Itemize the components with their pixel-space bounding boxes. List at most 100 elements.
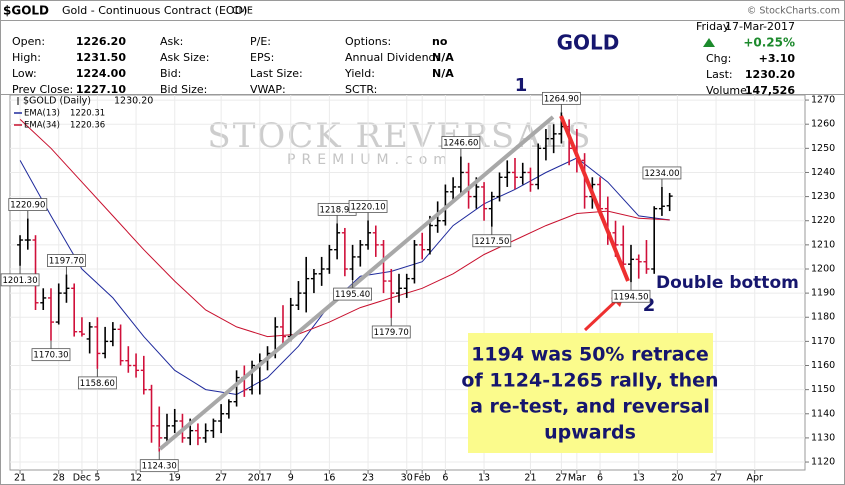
- watermark: STOCK REVERSALS: [207, 116, 592, 156]
- x-tick-label: 21: [524, 473, 536, 484]
- y-tick-label: 1130: [811, 432, 835, 443]
- quote-label: High:: [12, 51, 41, 64]
- quote-label: Low:: [12, 67, 37, 80]
- quote-box: [0, 20, 845, 95]
- y-tick-label: 1210: [811, 239, 835, 250]
- retrace-line: [559, 115, 630, 282]
- price-label: 1218.90: [320, 205, 355, 215]
- quote-label: Last Size:: [250, 67, 303, 80]
- legend-label: EMA(13): [24, 109, 60, 119]
- quote-label: Prev Close:: [12, 83, 73, 96]
- legend-label: EMA(34): [24, 121, 60, 131]
- price-label-box: [47, 254, 86, 267]
- price-label-box: [139, 459, 179, 473]
- x-tick-label: Apr: [747, 473, 764, 484]
- x-tick-label: 19: [169, 473, 181, 484]
- x-tick-label: 30: [401, 473, 413, 484]
- stat-label: Chg:: [706, 52, 731, 65]
- quote-value: 1227.10: [76, 83, 126, 96]
- stat-value: 147,526: [745, 84, 795, 97]
- quote-value: 1226.20: [76, 35, 126, 48]
- x-tick-label: 13: [478, 473, 490, 484]
- ema-line: [19, 119, 670, 338]
- x-tick-label: 13: [633, 473, 645, 484]
- instrument-name: Gold - Continuous Contract (EOD): [62, 4, 247, 17]
- y-tick-label: 1170: [811, 336, 835, 347]
- note-line: upwards: [544, 422, 636, 444]
- y-tick-label: 1190: [811, 288, 835, 299]
- note-line: a re-test, and reversal: [470, 396, 710, 418]
- x-tick-label: 5: [94, 473, 100, 484]
- note-line: of 1124-1265 rally, then: [461, 370, 718, 392]
- price-label: 1170.30: [33, 351, 68, 361]
- legend-value: 1220.31: [70, 109, 105, 119]
- copyright: © StockCharts.com: [747, 6, 840, 17]
- x-tick-label: 2017: [248, 473, 272, 484]
- stat-label: Last:: [706, 68, 733, 81]
- x-tick-label: 16: [323, 473, 335, 484]
- quote-label: Ask Size:: [160, 51, 209, 64]
- x-tick-label: Dec: [73, 473, 91, 484]
- price-label: 1246.60: [443, 139, 478, 149]
- legend-value: 1220.36: [70, 121, 105, 131]
- arrow-shaft: [583, 297, 620, 332]
- price-label-box: [31, 348, 71, 362]
- note-line: 1194 was 50% retrace: [471, 344, 709, 366]
- price-label-box: [642, 166, 682, 180]
- wave-label: 1: [515, 75, 528, 96]
- price-label-box: [441, 136, 481, 149]
- legend-value: 1230.20: [114, 96, 153, 107]
- y-tick-label: 1140: [811, 408, 835, 419]
- price-label-box: [8, 198, 48, 211]
- watermark-sub: PREMIUM.com: [287, 152, 453, 168]
- quote-label: Options:: [345, 35, 391, 48]
- y-tick-label: 1220: [811, 215, 835, 226]
- price-label: 1197.70: [49, 257, 84, 267]
- price-label-box: [472, 234, 512, 248]
- price-label: 1201.30: [2, 276, 37, 286]
- day: Friday: [696, 20, 730, 33]
- price-label: 1234.00: [644, 169, 679, 179]
- quote-value: no: [432, 35, 448, 48]
- quote-value: N/A: [432, 67, 454, 80]
- y-tick-label: 1230: [811, 191, 835, 202]
- quote-label: Open:: [12, 35, 45, 48]
- x-tick-label: 27: [710, 473, 722, 484]
- y-tick-label: 1160: [811, 360, 835, 371]
- x-tick-label: 27: [215, 473, 227, 484]
- x-tick-label: 27: [555, 473, 567, 484]
- exchange: CME: [232, 6, 253, 17]
- price-label: 1217.50: [474, 237, 509, 247]
- up-arrow: [703, 38, 715, 47]
- price-label: 1220.10: [350, 202, 385, 212]
- y-tick-label: 1180: [811, 312, 835, 323]
- x-tick-label: 23: [362, 473, 374, 484]
- price-label-box: [348, 200, 388, 213]
- quote-label: SCTR:: [345, 83, 377, 96]
- quote-value: 1224.00: [76, 67, 126, 80]
- price-label: 1158.60: [80, 379, 115, 389]
- y-tick-label: 1120: [811, 457, 835, 468]
- price-label-box: [77, 376, 117, 390]
- x-tick-label: 12: [130, 473, 142, 484]
- y-tick-label: 1270: [811, 95, 835, 106]
- quote-label: Bid:: [160, 67, 181, 80]
- y-tick-label: 1200: [811, 263, 835, 274]
- price-label-box: [0, 273, 40, 287]
- quote-label: P/E:: [250, 35, 271, 48]
- double-bottom-label: Double bottom: [656, 273, 799, 293]
- quote-value: N/A: [432, 51, 454, 64]
- x-tick-label: 9: [288, 473, 294, 484]
- x-tick-label: Feb: [414, 473, 431, 484]
- price-label: 1194.50: [613, 292, 648, 302]
- y-tick-label: 1150: [811, 384, 835, 395]
- price-label: 1195.40: [335, 290, 370, 300]
- x-tick-label: 20: [671, 473, 683, 484]
- price-label-box: [611, 289, 651, 303]
- quote-value: 1231.50: [76, 51, 126, 64]
- note-box: [468, 333, 713, 453]
- x-tick-label: 21: [14, 473, 26, 484]
- quote-label: Ask:: [160, 35, 183, 48]
- y-tick-label: 1240: [811, 167, 835, 178]
